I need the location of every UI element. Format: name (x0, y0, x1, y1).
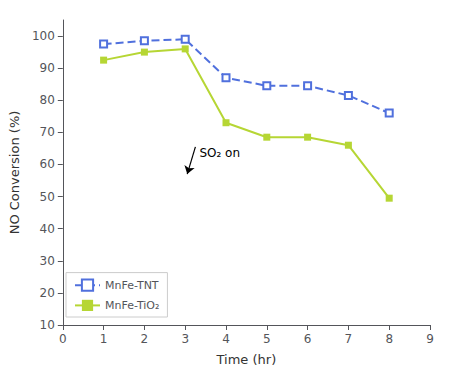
svg-text:60: 60 (40, 157, 55, 171)
svg-text:7: 7 (345, 332, 353, 346)
svg-text:4: 4 (222, 332, 230, 346)
svg-text:MnFe-TiO₂: MnFe-TiO₂ (105, 299, 159, 312)
svg-text:10: 10 (40, 318, 55, 332)
svg-text:MnFe-TNT: MnFe-TNT (105, 279, 159, 292)
svg-text:Time (hr): Time (hr) (216, 352, 277, 367)
svg-text:90: 90 (40, 61, 55, 75)
svg-text:70: 70 (40, 125, 55, 139)
svg-text:8: 8 (385, 332, 393, 346)
svg-text:SO₂ on: SO₂ on (199, 146, 240, 160)
svg-text:50: 50 (40, 190, 55, 204)
svg-text:3: 3 (181, 332, 189, 346)
svg-text:1: 1 (100, 332, 108, 346)
svg-text:20: 20 (40, 286, 55, 300)
svg-text:100: 100 (32, 29, 55, 43)
svg-text:30: 30 (40, 254, 55, 268)
svg-text:NO Conversion (%): NO Conversion (%) (7, 111, 22, 235)
svg-text:9: 9 (426, 332, 434, 346)
svg-text:6: 6 (304, 332, 312, 346)
svg-text:0: 0 (59, 332, 67, 346)
svg-text:80: 80 (40, 93, 55, 107)
svg-text:5: 5 (263, 332, 271, 346)
svg-text:2: 2 (141, 332, 149, 346)
svg-text:40: 40 (40, 222, 55, 236)
